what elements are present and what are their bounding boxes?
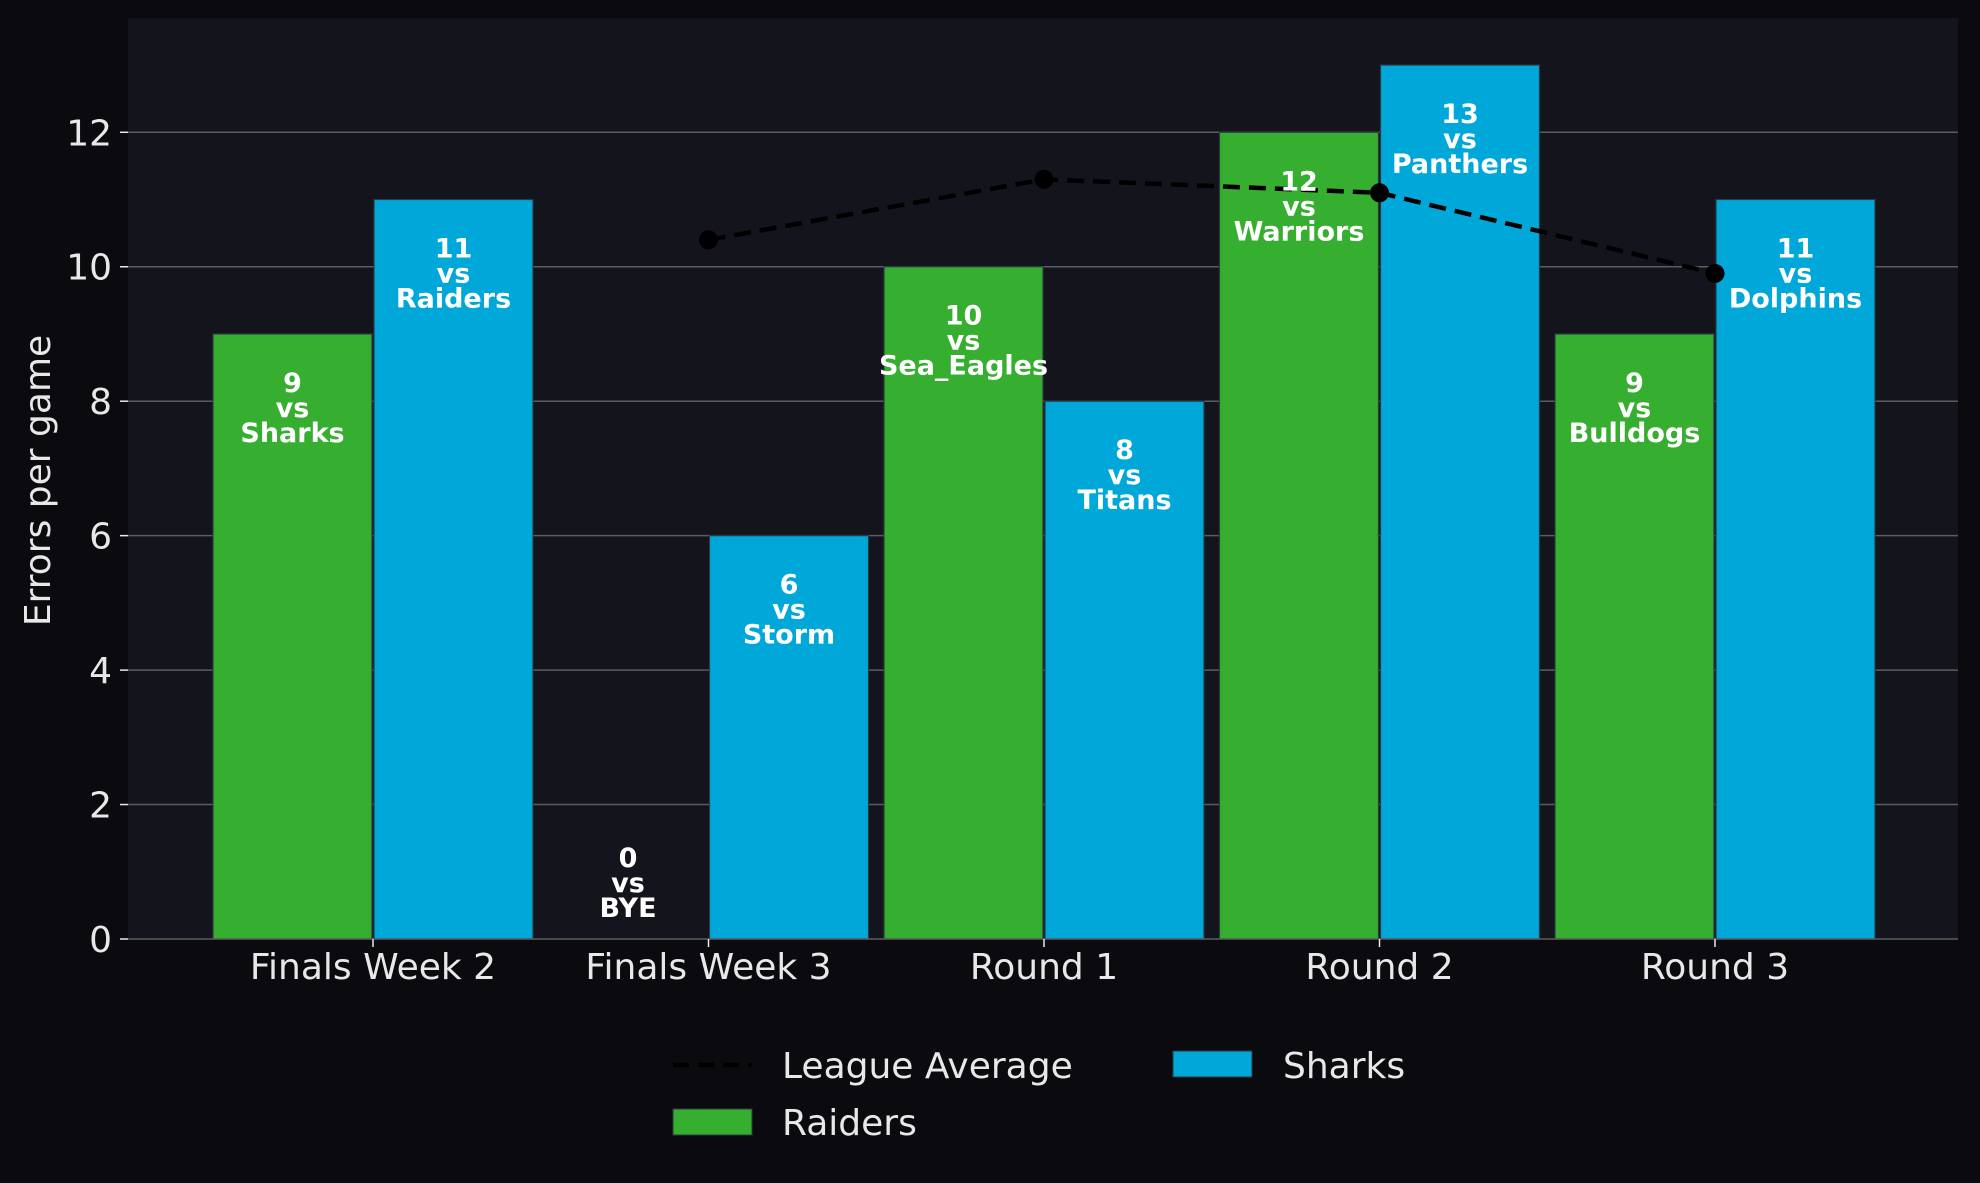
- bar-label-sharks-finals-week-2-line2: vs: [437, 259, 471, 290]
- bar-label-sharks-round-3-line1: 11: [1777, 234, 1815, 265]
- x-tick-label-finals-week-2: Finals Week 2: [250, 947, 496, 988]
- league-average-point-round-3: [1705, 263, 1725, 283]
- bar-label-raiders-finals-week-2-line2: vs: [276, 393, 310, 424]
- legend: League Average Raiders Sharks: [672, 1046, 1405, 1144]
- y-axis-label: Errors per game: [18, 335, 59, 626]
- y-tick-label-4: 4: [89, 651, 112, 692]
- bar-label-raiders-round-3-line2: vs: [1618, 393, 1652, 424]
- axes: 0 2 4 6 8 10 12 Finals Week 2 Finals Week 3 Round…: [66, 113, 1958, 988]
- bar-label-sharks-finals-week-2-line3: Raiders: [396, 284, 511, 315]
- league-average-polyline: [708, 177, 1716, 276]
- bar-label-raiders-finals-week-2-line3: Sharks: [240, 418, 344, 449]
- bar-label-sharks-round-1-line1: 8: [1115, 435, 1134, 466]
- bar-label-raiders-round-2-line3: Warriors: [1234, 216, 1365, 247]
- y-tick-label-6: 6: [89, 517, 112, 558]
- legend-league-average-label: League Average: [782, 1046, 1073, 1087]
- league-average-point-round-1: [1034, 169, 1054, 189]
- bar-sharks-round-1: [1044, 400, 1205, 940]
- bar-raiders-round-2: [1218, 131, 1380, 940]
- bar-sharks-round-2: [1379, 64, 1541, 940]
- bar-label-sharks-round-1-line3: Titans: [1077, 485, 1171, 516]
- bar-label-sharks-round-2-line3: Panthers: [1392, 149, 1528, 180]
- bar-label-sharks-finals-week-3-line1: 6: [780, 570, 799, 601]
- bar-label-raiders-round-2-line2: vs: [1282, 191, 1316, 222]
- x-tick-label-round-3: Round 3: [1641, 947, 1789, 988]
- bar-label-sharks-finals-week-2-line1: 11: [435, 234, 473, 265]
- bar-label-sharks-round-2-line1: 13: [1441, 99, 1479, 130]
- bar-label-sharks-round-3-line2: vs: [1779, 259, 1813, 290]
- legend-raiders-swatch: [672, 1108, 753, 1136]
- y-tick-label-0: 0: [89, 920, 112, 961]
- x-tick-label-finals-week-3: Finals Week 3: [585, 947, 831, 988]
- bars: [212, 64, 1876, 940]
- legend-sharks-label: Sharks: [1283, 1046, 1405, 1087]
- bar-raiders-round-3: [1554, 333, 1715, 940]
- x-tick-label-round-2: Round 2: [1305, 947, 1453, 988]
- bar-label-sharks-finals-week-3-line3: Storm: [743, 620, 835, 651]
- bar-label-raiders-round-3-line3: Bulldogs: [1569, 418, 1701, 449]
- bar-label-raiders-round-3-line1: 9: [1625, 368, 1644, 399]
- bar-label-raiders-finals-week-3-line3: BYE: [599, 893, 656, 924]
- legend-raiders-label: Raiders: [782, 1103, 917, 1144]
- bar-sharks-finals-week-3: [708, 535, 870, 940]
- bar-label-sharks-round-3-line3: Dolphins: [1729, 284, 1862, 315]
- bar-sharks-round-3: [1715, 198, 1876, 940]
- league-average-line: [699, 169, 1725, 283]
- bar-label-raiders-finals-week-3-line2: vs: [611, 868, 645, 899]
- bar-label-raiders-round-1-line2: vs: [947, 326, 981, 357]
- bar-label-sharks-round-1-line2: vs: [1108, 460, 1142, 491]
- bar-label-raiders-round-1-line1: 10: [945, 301, 983, 332]
- x-tick-label-round-1: Round 1: [970, 947, 1118, 988]
- bar-label-sharks-finals-week-3-line2: vs: [772, 595, 806, 626]
- bar-label-raiders-finals-week-2-line1: 9: [283, 368, 302, 399]
- y-tick-label-10: 10: [66, 248, 112, 289]
- bar-labels: 9vsSharks0vsBYE10vsSea_Eagles12vsWarrior…: [240, 99, 1862, 924]
- y-tick-label-12: 12: [66, 113, 112, 154]
- bar-raiders-round-1: [883, 266, 1044, 940]
- bar-label-raiders-round-1-line3: Sea_Eagles: [879, 351, 1048, 382]
- bar-label-raiders-finals-week-3-line1: 0: [619, 843, 638, 874]
- bar-raiders-finals-week-2: [212, 333, 373, 940]
- league-average-point-round-2: [1370, 183, 1389, 203]
- league-average-point-finals-week-3: [699, 230, 718, 250]
- bar-label-sharks-round-2-line2: vs: [1443, 124, 1477, 155]
- legend-sharks-swatch: [1172, 1050, 1253, 1078]
- y-tick-label-2: 2: [89, 786, 112, 827]
- y-tick-label-8: 8: [89, 382, 112, 423]
- bar-label-raiders-round-2-line1: 12: [1280, 166, 1318, 197]
